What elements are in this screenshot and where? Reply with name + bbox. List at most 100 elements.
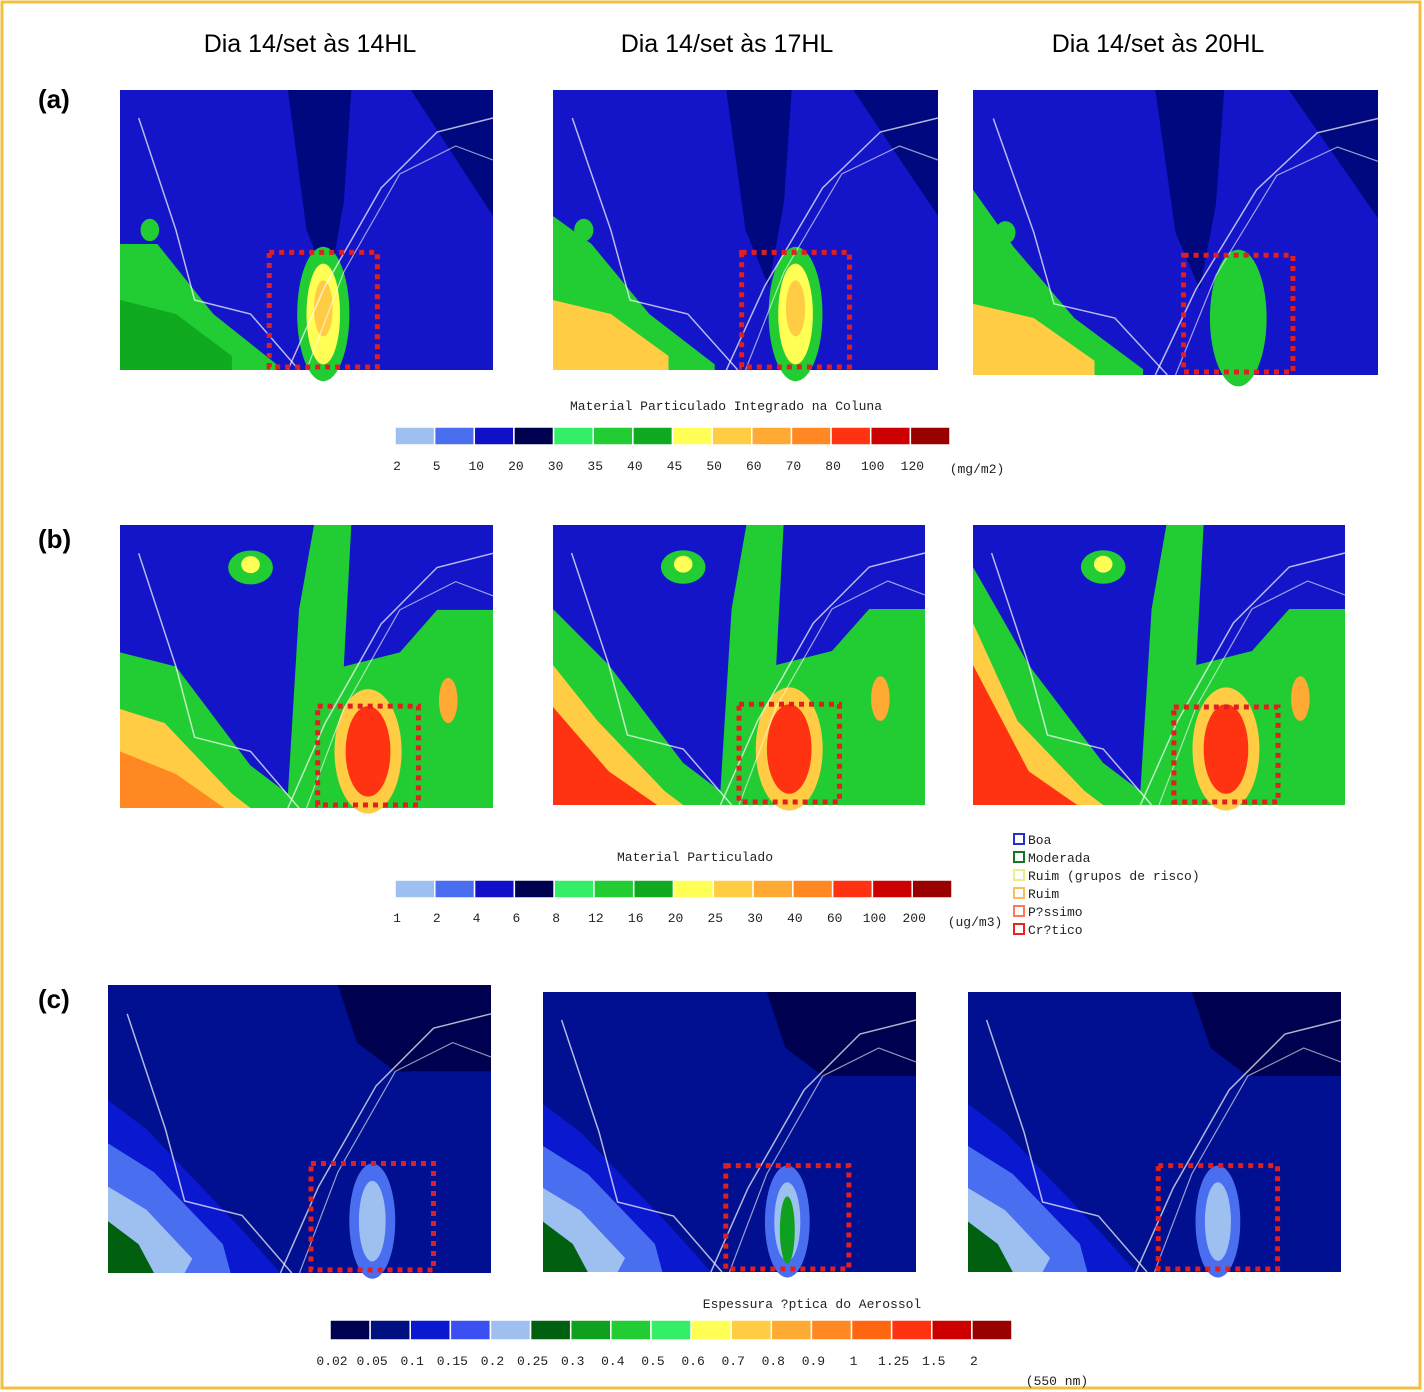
colorbar-label: 0.05 xyxy=(357,1354,388,1369)
colorbar-label: 0.15 xyxy=(437,1354,468,1369)
legend-swatch xyxy=(1014,834,1024,844)
colorbar-swatch xyxy=(752,427,792,445)
colorbar-units: (mg/m2) xyxy=(950,462,1005,477)
contour xyxy=(1204,704,1249,794)
legend-label: Ruim xyxy=(1028,887,1059,902)
colorbar-swatch xyxy=(871,427,911,445)
legend-label: P?ssimo xyxy=(1028,905,1083,920)
colorbar-swatch xyxy=(330,1320,370,1340)
colorbar-label: 30 xyxy=(548,459,564,474)
contour xyxy=(767,704,812,794)
contour xyxy=(346,706,391,797)
colorbar-swatch xyxy=(634,880,674,898)
contour xyxy=(241,556,260,573)
column-title: Dia 14/set às 20HL xyxy=(1052,30,1265,58)
contour xyxy=(439,678,458,723)
colorbar-label: 4 xyxy=(473,911,481,926)
colorbar-swatch xyxy=(594,880,634,898)
map-panel xyxy=(553,90,938,381)
colorbar-swatch xyxy=(370,1320,410,1340)
colorbar-swatch xyxy=(490,1320,530,1340)
contour xyxy=(674,556,693,573)
contour xyxy=(871,676,890,721)
colorbar-units: (ug/m3) xyxy=(948,915,1003,930)
colorbar-label: 0.4 xyxy=(601,1354,625,1369)
map-panel xyxy=(120,90,493,381)
colorbar-label: 0.6 xyxy=(681,1354,704,1369)
map-panel xyxy=(973,90,1378,386)
map-panel xyxy=(543,992,916,1278)
colorbar-swatch xyxy=(771,1320,811,1340)
map-panel xyxy=(553,525,925,811)
colorbar-label: 100 xyxy=(863,911,886,926)
colorbar-swatch xyxy=(910,427,950,445)
colorbar-swatch xyxy=(852,1320,892,1340)
colorbar-swatch xyxy=(673,427,713,445)
colorbar-swatch xyxy=(912,880,952,898)
colorbar-swatch xyxy=(593,427,633,445)
map-panel xyxy=(973,525,1345,811)
colorbar-swatch xyxy=(410,1320,450,1340)
contour xyxy=(1205,1182,1231,1260)
colorbar-label: 16 xyxy=(628,911,644,926)
colorbar-swatch xyxy=(892,1320,932,1340)
colorbar-label: 0.3 xyxy=(561,1354,584,1369)
colorbar-swatch xyxy=(395,880,435,898)
colorbar-swatch xyxy=(395,427,435,445)
colorbar-label: 45 xyxy=(667,459,683,474)
colorbar-swatch xyxy=(611,1320,651,1340)
colorbar-label: 12 xyxy=(588,911,604,926)
panel-label: (a) xyxy=(38,84,70,114)
colorbar-swatch xyxy=(731,1320,771,1340)
colorbar-swatch xyxy=(712,427,752,445)
colorbar-swatch xyxy=(932,1320,972,1340)
colorbar-swatch xyxy=(514,427,554,445)
contour xyxy=(359,1181,386,1262)
colorbar-label: 1.5 xyxy=(922,1354,945,1369)
colorbar-label: 1.25 xyxy=(878,1354,909,1369)
map-panel xyxy=(968,992,1341,1278)
panel-label: (b) xyxy=(38,524,71,554)
colorbar-swatch xyxy=(791,427,831,445)
colorbar-label: 0.7 xyxy=(721,1354,744,1369)
legend-swatch xyxy=(1014,924,1024,934)
colorbar-swatch xyxy=(811,1320,851,1340)
colorbar-label: 0.8 xyxy=(762,1354,785,1369)
colorbar-label: 2 xyxy=(393,459,401,474)
legend-label: Cr?tico xyxy=(1028,923,1083,938)
colorbar-label: 20 xyxy=(508,459,524,474)
colorbar-swatch xyxy=(793,880,833,898)
colorbar-swatch xyxy=(435,880,475,898)
colorbar-swatch xyxy=(554,880,594,898)
colorbar-label: 10 xyxy=(468,459,484,474)
colorbar-swatch xyxy=(713,880,753,898)
colorbar-title: Espessura ?ptica do Aerossol xyxy=(703,1297,922,1312)
colorbar-label: 0.02 xyxy=(316,1354,347,1369)
colorbar-label: 5 xyxy=(433,459,441,474)
colorbar-label: 2 xyxy=(970,1354,978,1369)
legend-label: Boa xyxy=(1028,833,1052,848)
colorbar-swatch xyxy=(753,880,793,898)
colorbar-label: 0.25 xyxy=(517,1354,548,1369)
colorbar-title: Material Particulado xyxy=(617,850,773,865)
legend-swatch xyxy=(1014,852,1024,862)
colorbar-title: Material Particulado Integrado na Coluna xyxy=(570,399,882,414)
colorbar-label: 1 xyxy=(393,911,401,926)
colorbar-units: (550 nm) xyxy=(1026,1374,1088,1389)
colorbar-swatch xyxy=(554,427,594,445)
colorbar-label: 50 xyxy=(706,459,722,474)
colorbar-label: 40 xyxy=(627,459,643,474)
contour xyxy=(574,219,593,241)
colorbar-swatch xyxy=(514,880,554,898)
contour xyxy=(1094,556,1113,573)
colorbar-swatch xyxy=(474,427,514,445)
map-panel xyxy=(108,985,491,1279)
column-title: Dia 14/set às 14HL xyxy=(204,30,417,58)
colorbar-label: 6 xyxy=(512,911,520,926)
contour xyxy=(780,1196,795,1263)
contour xyxy=(141,219,160,241)
colorbar-label: 60 xyxy=(746,459,762,474)
legend-swatch xyxy=(1014,906,1024,916)
colorbar-swatch xyxy=(435,427,475,445)
colorbar-swatch xyxy=(831,427,871,445)
